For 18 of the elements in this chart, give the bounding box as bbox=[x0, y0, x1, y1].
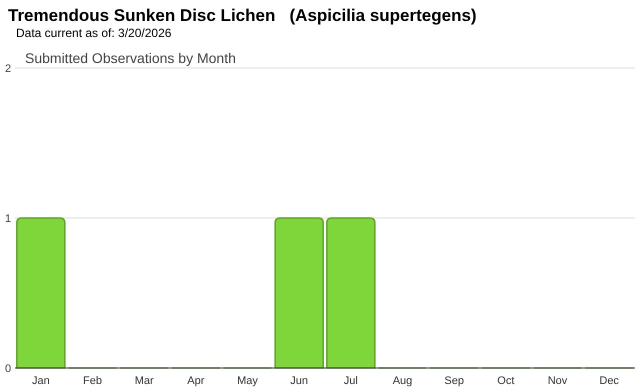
y-tick-label: 1 bbox=[4, 213, 12, 225]
y-tick-label: 2 bbox=[4, 63, 12, 75]
x-tick-label: Mar bbox=[134, 375, 154, 387]
text: Submitted Observations by Month bbox=[25, 50, 236, 66]
x-tick-label: Jan bbox=[32, 375, 50, 387]
x-tick-label: Feb bbox=[83, 375, 102, 387]
chart-title: Tremendous Sunken Disc Lichen (Aspicilia supertegens) bbox=[8, 6, 477, 25]
x-tick-label: Sep bbox=[444, 375, 464, 387]
x-tick-label: Dec bbox=[599, 375, 620, 387]
x-tick-label: Apr bbox=[187, 375, 205, 387]
x-tick-label: Oct bbox=[497, 375, 514, 387]
x-tick-label: Aug bbox=[392, 375, 412, 387]
x-tick-label: Nov bbox=[548, 375, 568, 387]
x-tick-label: Jul bbox=[344, 375, 358, 387]
x-tick-label: May bbox=[237, 375, 258, 387]
x-tick-label: Jun bbox=[290, 375, 308, 387]
y-tick-label: 0 bbox=[4, 363, 12, 375]
chart-subtitle: Data current as of: 3/20/2026 bbox=[16, 26, 172, 40]
